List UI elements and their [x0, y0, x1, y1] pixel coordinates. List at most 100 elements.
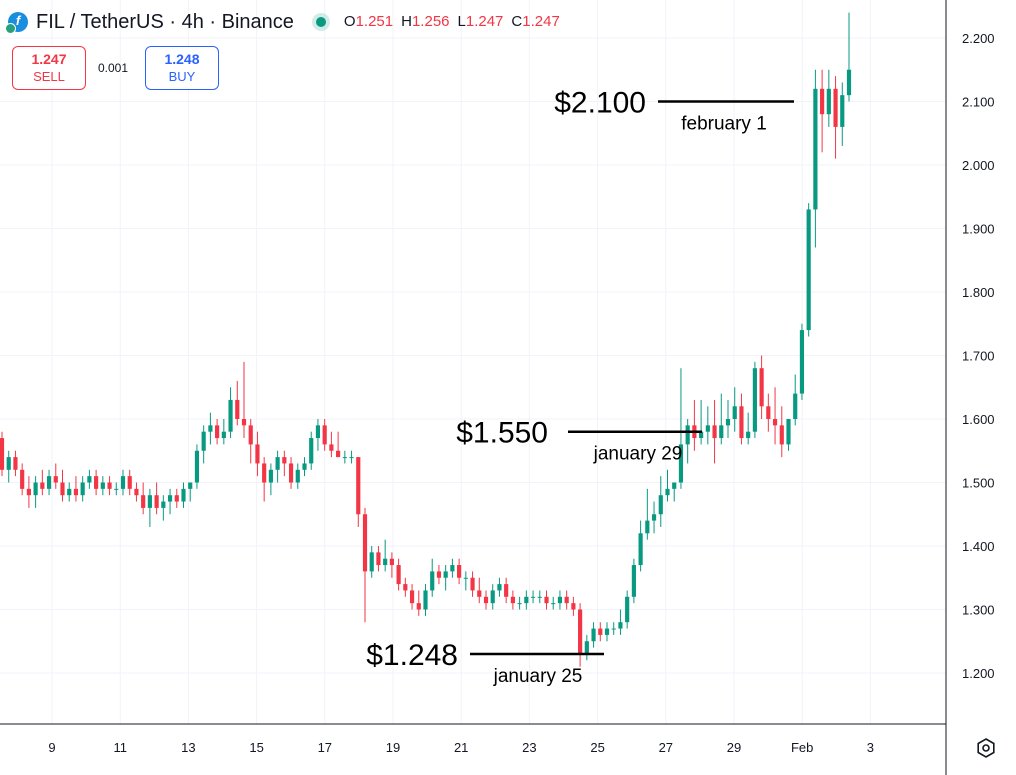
candle-up — [295, 469, 300, 483]
candle-down — [376, 552, 381, 566]
candle-down — [329, 444, 334, 451]
candle-down — [766, 406, 771, 419]
candle-up — [221, 431, 226, 439]
candle-up — [786, 419, 791, 445]
annotation-price: $2.100 — [554, 87, 646, 120]
buy-price: 1.248 — [164, 51, 200, 67]
candle-up — [46, 476, 52, 489]
price-tick: 1.600 — [962, 412, 995, 427]
candle-up — [551, 603, 556, 605]
candle-up — [524, 596, 529, 604]
candle-down — [356, 457, 361, 515]
candle-up — [719, 425, 724, 439]
candle-down — [578, 609, 583, 654]
candle-down — [248, 425, 253, 445]
time-tick: 15 — [249, 740, 263, 755]
candle-up — [685, 425, 690, 445]
candle-up — [275, 457, 280, 470]
candle-up — [611, 628, 616, 630]
candle-down — [107, 482, 112, 489]
candle-up — [497, 584, 502, 591]
buy-button[interactable]: 1.248 BUY — [145, 46, 219, 90]
buy-label: BUY — [168, 69, 196, 84]
candle-down — [94, 476, 99, 489]
candle-down — [235, 399, 240, 419]
candle-up — [517, 603, 522, 605]
candle-up — [672, 482, 677, 489]
candle-up — [450, 565, 455, 572]
spread-value: 0.001 — [98, 61, 129, 75]
time-axis[interactable]: 9 11 13 15 17 19 21 23 25 27 29 Feb 3 — [48, 740, 874, 755]
candle-up — [194, 450, 200, 483]
annotation-price: $1.550 — [456, 417, 548, 450]
candle-down — [544, 596, 549, 604]
candle-up — [188, 482, 193, 489]
candle-up — [557, 596, 563, 604]
candle-up — [665, 488, 670, 496]
time-tick: 23 — [522, 740, 536, 755]
candle-up — [342, 457, 347, 459]
candle-down — [26, 488, 31, 496]
gear-icon[interactable] — [975, 737, 997, 759]
price-tick: 2.200 — [962, 31, 995, 46]
candle-up — [638, 533, 643, 566]
candle-up — [315, 425, 321, 439]
candle-up — [537, 596, 542, 598]
time-tick: 21 — [454, 740, 468, 755]
filecoin-icon: f — [5, 12, 28, 34]
sell-label: SELL — [33, 69, 65, 84]
candle-up — [208, 425, 213, 432]
candle-up — [268, 469, 273, 483]
chart-header: f FIL / TetherUS · 4h · Binance O1.251 H1… — [5, 7, 568, 37]
candle-down — [322, 425, 327, 445]
candle-up — [114, 488, 119, 490]
candle-down — [0, 438, 5, 470]
candle-up — [80, 482, 85, 496]
price-tick: 1.900 — [962, 222, 995, 237]
candle-up — [181, 488, 186, 502]
candle-up — [591, 628, 596, 642]
price-axis[interactable]: 2.200 2.100 2.000 1.900 1.800 1.700 1.600 1.500… — [962, 31, 995, 681]
candle-down — [154, 495, 159, 508]
candle-up — [530, 596, 536, 598]
candle-up — [167, 495, 173, 502]
candle-down — [174, 495, 179, 502]
candle-up — [443, 571, 448, 578]
candle-up — [430, 571, 435, 591]
price-tick: 1.500 — [962, 476, 995, 491]
candle-down — [416, 603, 421, 610]
candle-down — [255, 444, 260, 464]
candle-down — [504, 584, 509, 597]
ohlc-o: O1.251 — [343, 13, 394, 30]
candle-up — [302, 463, 307, 470]
sell-button[interactable]: 1.247 SELL — [12, 46, 86, 90]
candle-down — [564, 596, 569, 604]
tether-icon — [5, 23, 16, 34]
candle-up — [228, 399, 233, 432]
candle-up — [349, 457, 354, 459]
candle-up — [87, 476, 92, 483]
candle-up — [658, 495, 663, 515]
candle-up — [33, 482, 38, 496]
annotation-date: february 1 — [681, 114, 767, 135]
candle-down — [73, 488, 79, 496]
live-dot-icon — [315, 17, 326, 27]
candle-down — [215, 425, 220, 439]
candle-down — [127, 476, 132, 489]
candle-down — [833, 88, 838, 127]
symbol-title[interactable]: FIL / TetherUS · 4h · Binance — [36, 10, 294, 33]
price-tick: 1.400 — [962, 539, 995, 554]
candle-up — [645, 520, 650, 534]
candle-down — [436, 571, 442, 578]
time-tick: Feb — [791, 740, 813, 755]
candle-down — [598, 628, 603, 635]
candle-down — [483, 596, 489, 604]
annotation-price: $1.248 — [366, 639, 458, 672]
time-tick: 17 — [318, 740, 332, 755]
candle-down — [40, 482, 45, 489]
candle-down — [759, 368, 764, 407]
price-tick: 1.300 — [962, 603, 995, 618]
price-tick: 1.800 — [962, 285, 995, 300]
candle-down — [282, 457, 287, 464]
